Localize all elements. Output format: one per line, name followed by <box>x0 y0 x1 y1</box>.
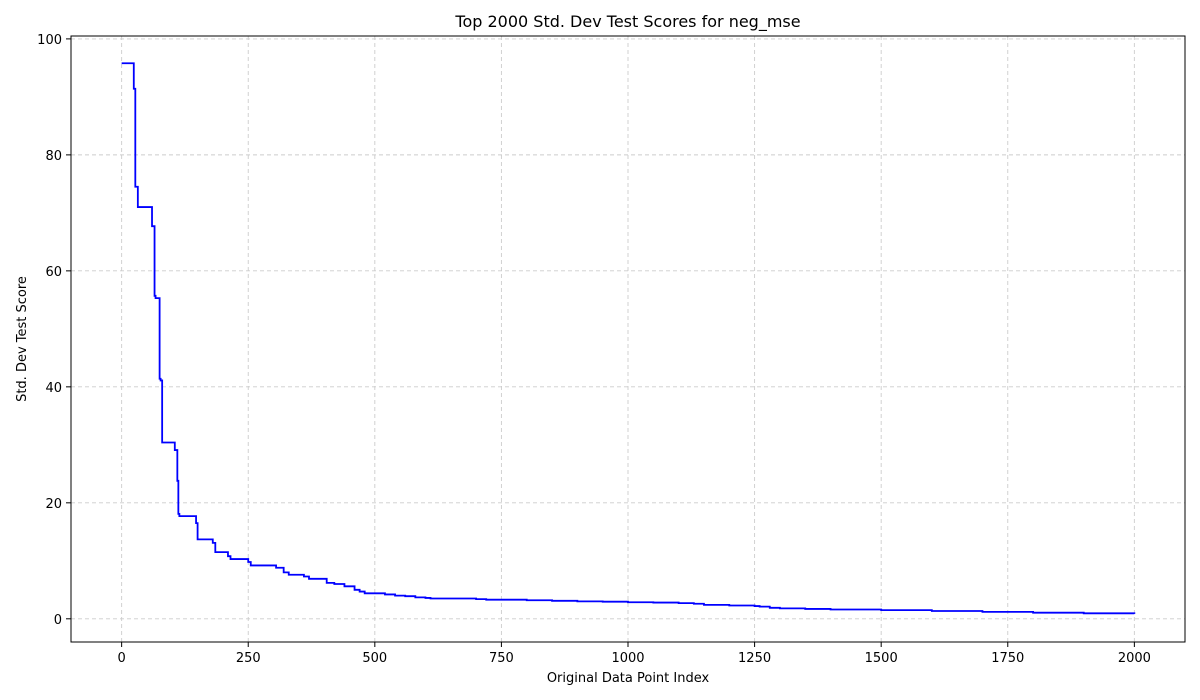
y-tick-label: 40 <box>45 381 62 396</box>
series-layer <box>121 62 1136 615</box>
y-tick-label: 80 <box>45 149 62 164</box>
x-tick-label: 0 <box>117 651 125 666</box>
y-tick-label: 20 <box>45 497 62 512</box>
chart-title: Top 2000 Std. Dev Test Scores for neg_ms… <box>454 12 800 32</box>
x-tick-label: 750 <box>489 651 514 666</box>
x-tick-label: 500 <box>362 651 387 666</box>
series-line-0 <box>121 62 1136 615</box>
x-axis-label: Original Data Point Index <box>547 671 710 686</box>
ticks: 0 250 500 750 1000 1250 1500 1750 2000 0 20 40 60 80 1… <box>37 33 1151 666</box>
x-tick-label: 2000 <box>1118 651 1151 666</box>
grid <box>71 36 1185 642</box>
x-tick-label: 1750 <box>991 651 1024 666</box>
y-tick-label: 100 <box>37 33 62 48</box>
x-tick-label: 1000 <box>611 651 644 666</box>
x-tick-label: 250 <box>236 651 261 666</box>
y-tick-label: 0 <box>54 613 62 628</box>
x-tick-label: 1250 <box>738 651 771 666</box>
y-tick-label: 60 <box>45 265 62 280</box>
y-axis-label: Std. Dev Test Score <box>15 276 30 402</box>
x-tick-label: 1500 <box>865 651 898 666</box>
